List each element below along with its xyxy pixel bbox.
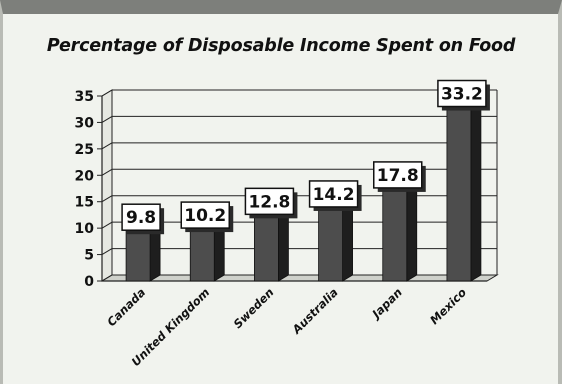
x-tick-label: Japan [368, 285, 405, 322]
bar-side [278, 206, 289, 282]
data-label: 33.2 [441, 85, 483, 105]
x-tick-label: Sweden [231, 285, 277, 331]
x-axis-floor [100, 274, 499, 282]
x-tick-label: Canada [104, 285, 148, 329]
data-label: 12.8 [248, 192, 290, 212]
bar [189, 226, 215, 282]
y-tick-label: 10 [75, 221, 95, 237]
data-label: 10.2 [184, 206, 226, 226]
bar [318, 205, 343, 282]
y-tick-label: 0 [84, 274, 94, 290]
y-tick-label: 25 [75, 142, 94, 158]
data-label: 17.8 [377, 166, 419, 186]
y-tick-label: 15 [75, 195, 94, 211]
data-label: 9.8 [126, 208, 156, 228]
bar [382, 186, 408, 282]
y-tick-label: 5 [84, 248, 94, 264]
gridline-diagonal [101, 195, 113, 203]
x-tick-label: Mexico [427, 285, 469, 327]
data-label: 14.2 [313, 185, 355, 205]
bar-side [470, 98, 482, 282]
bar-side [342, 199, 353, 282]
bar [254, 212, 279, 282]
x-tick-label: Australia [289, 285, 341, 337]
bar-side [406, 180, 418, 282]
gridline-diagonal [101, 89, 113, 97]
chart-title: Percentage of Disposable Income Spent on… [46, 36, 516, 56]
bar [125, 228, 151, 282]
gridline-diagonal [101, 248, 113, 256]
data-label-box [437, 79, 487, 108]
y-tick-label: 30 [75, 115, 95, 131]
data-label-box [244, 187, 295, 216]
data-label-box [121, 203, 161, 231]
gridline-diagonal [101, 274, 113, 282]
data-label-box [180, 201, 230, 229]
gridline-diagonal [101, 221, 113, 229]
bar [446, 105, 472, 282]
data-label-box [373, 161, 423, 189]
y-tick-label: 35 [75, 89, 94, 105]
gridline-diagonal [101, 168, 113, 176]
gridline-diagonal [101, 142, 113, 150]
gridline-diagonal [101, 115, 113, 123]
data-label-box [308, 180, 359, 208]
y-axis-wall [101, 89, 113, 282]
y-tick-label: 20 [75, 168, 95, 184]
